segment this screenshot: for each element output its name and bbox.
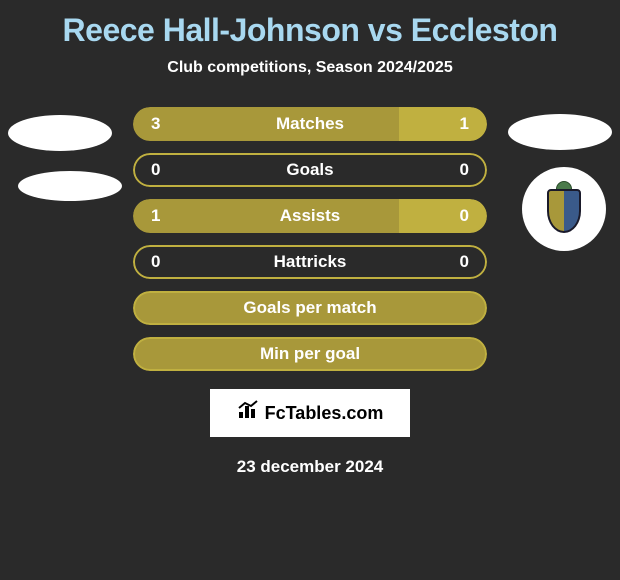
branding-box: FcTables.com xyxy=(210,389,410,437)
stat-right-value: 0 xyxy=(460,160,469,180)
stat-label: Min per goal xyxy=(260,344,360,364)
stat-row: 0 Goals 0 xyxy=(133,153,487,187)
stat-label: Assists xyxy=(280,206,340,226)
stat-row: 0 Hattricks 0 xyxy=(133,245,487,279)
branding-icon xyxy=(237,400,261,426)
stat-row-content: 0 Goals 0 xyxy=(133,153,487,187)
player1-avatar-icon xyxy=(8,115,112,151)
player2-club-crest-icon xyxy=(522,167,606,251)
comparison-card: Reece Hall-Johnson vs Eccleston Club com… xyxy=(0,0,620,580)
stat-left-value: 1 xyxy=(151,206,160,226)
player1-club-avatar-icon xyxy=(18,171,122,201)
stat-row: Goals per match xyxy=(133,291,487,325)
stat-row-content: 0 Hattricks 0 xyxy=(133,245,487,279)
stat-left-value: 0 xyxy=(151,252,160,272)
stat-label: Goals per match xyxy=(243,298,376,318)
crest-graphic xyxy=(534,179,594,239)
stat-label: Goals xyxy=(286,160,333,180)
player2-avatar-icon xyxy=(508,114,612,150)
stat-left-value: 0 xyxy=(151,160,160,180)
stat-row-content: Goals per match xyxy=(133,291,487,325)
stat-right-value: 1 xyxy=(460,114,469,134)
stat-right-value: 0 xyxy=(460,252,469,272)
subtitle: Club competitions, Season 2024/2025 xyxy=(0,59,620,77)
stat-row-content: Min per goal xyxy=(133,337,487,371)
stat-label: Hattricks xyxy=(274,252,347,272)
stat-row-content: 3 Matches 1 xyxy=(133,107,487,141)
stat-left-value: 3 xyxy=(151,114,160,134)
stat-row: Min per goal xyxy=(133,337,487,371)
stat-row: 1 Assists 0 xyxy=(133,199,487,233)
stat-row: 3 Matches 1 xyxy=(133,107,487,141)
stat-row-content: 1 Assists 0 xyxy=(133,199,487,233)
page-title: Reece Hall-Johnson vs Eccleston xyxy=(0,0,620,49)
stat-right-value: 0 xyxy=(460,206,469,226)
branding-text: FcTables.com xyxy=(265,403,384,424)
date-label: 23 december 2024 xyxy=(0,457,620,477)
stat-label: Matches xyxy=(276,114,344,134)
stats-area: 3 Matches 1 0 Goals 0 1 Assists 0 0 Hattricks 0 Goal… xyxy=(0,107,620,371)
